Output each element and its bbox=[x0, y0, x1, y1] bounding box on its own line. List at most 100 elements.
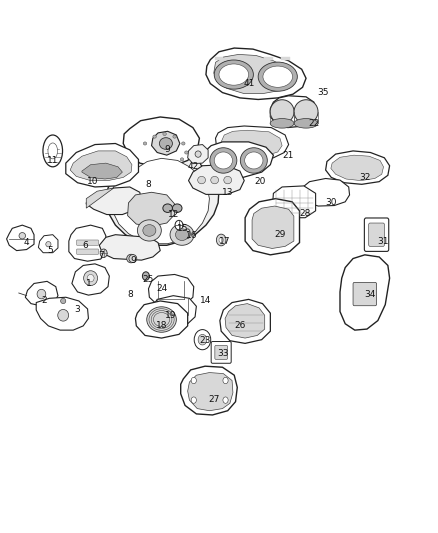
Text: 14: 14 bbox=[200, 296, 212, 305]
Ellipse shape bbox=[185, 151, 188, 154]
Ellipse shape bbox=[219, 64, 249, 85]
Text: 41: 41 bbox=[244, 79, 255, 88]
Ellipse shape bbox=[214, 60, 253, 89]
Text: 35: 35 bbox=[318, 88, 329, 97]
Polygon shape bbox=[148, 274, 194, 306]
Polygon shape bbox=[187, 144, 208, 164]
Polygon shape bbox=[231, 57, 240, 60]
Polygon shape bbox=[7, 225, 34, 251]
Text: 32: 32 bbox=[359, 173, 371, 182]
FancyBboxPatch shape bbox=[369, 223, 385, 246]
Ellipse shape bbox=[182, 142, 185, 145]
Text: 5: 5 bbox=[47, 246, 53, 255]
Polygon shape bbox=[281, 57, 290, 60]
Polygon shape bbox=[66, 143, 138, 187]
Text: 11: 11 bbox=[47, 156, 59, 165]
Ellipse shape bbox=[143, 224, 156, 236]
Polygon shape bbox=[340, 255, 390, 330]
Ellipse shape bbox=[48, 143, 57, 159]
Text: 18: 18 bbox=[156, 321, 167, 330]
Polygon shape bbox=[220, 300, 270, 343]
Polygon shape bbox=[215, 57, 223, 60]
Text: 8: 8 bbox=[127, 289, 133, 298]
Polygon shape bbox=[187, 373, 233, 411]
FancyBboxPatch shape bbox=[215, 345, 227, 359]
Polygon shape bbox=[331, 155, 384, 181]
Polygon shape bbox=[152, 131, 180, 155]
Ellipse shape bbox=[142, 272, 149, 280]
Ellipse shape bbox=[219, 237, 223, 243]
Text: 21: 21 bbox=[282, 151, 293, 160]
FancyBboxPatch shape bbox=[77, 249, 99, 254]
Text: 33: 33 bbox=[218, 350, 229, 359]
Ellipse shape bbox=[240, 148, 267, 173]
FancyBboxPatch shape bbox=[77, 240, 99, 245]
Ellipse shape bbox=[87, 274, 94, 282]
Text: 26: 26 bbox=[234, 321, 246, 330]
Text: 24: 24 bbox=[156, 284, 167, 293]
Polygon shape bbox=[127, 192, 175, 226]
Polygon shape bbox=[214, 54, 292, 94]
Ellipse shape bbox=[270, 118, 294, 128]
Text: 10: 10 bbox=[87, 177, 99, 186]
Text: 2: 2 bbox=[41, 296, 47, 305]
Ellipse shape bbox=[163, 204, 173, 213]
Ellipse shape bbox=[185, 229, 190, 238]
Text: 31: 31 bbox=[378, 237, 389, 246]
Polygon shape bbox=[135, 301, 187, 338]
Ellipse shape bbox=[159, 138, 173, 149]
Ellipse shape bbox=[46, 241, 51, 247]
Text: 23: 23 bbox=[199, 336, 211, 345]
Polygon shape bbox=[298, 179, 350, 206]
Ellipse shape bbox=[216, 234, 226, 246]
Ellipse shape bbox=[210, 148, 237, 173]
Text: 7: 7 bbox=[98, 252, 103, 261]
Ellipse shape bbox=[176, 229, 188, 240]
Polygon shape bbox=[70, 151, 132, 181]
Text: 16: 16 bbox=[186, 231, 198, 240]
Polygon shape bbox=[69, 225, 106, 261]
Polygon shape bbox=[252, 206, 294, 248]
Text: 9: 9 bbox=[130, 256, 136, 265]
Text: 29: 29 bbox=[274, 230, 286, 239]
Ellipse shape bbox=[129, 255, 137, 263]
Ellipse shape bbox=[194, 329, 211, 350]
Ellipse shape bbox=[198, 176, 205, 184]
Text: 19: 19 bbox=[165, 311, 176, 320]
Ellipse shape bbox=[180, 158, 184, 161]
Ellipse shape bbox=[211, 176, 219, 184]
Text: 13: 13 bbox=[222, 188, 233, 197]
Polygon shape bbox=[39, 235, 58, 253]
Polygon shape bbox=[325, 151, 390, 184]
Ellipse shape bbox=[214, 152, 233, 169]
Ellipse shape bbox=[84, 271, 98, 286]
Polygon shape bbox=[225, 304, 265, 338]
Polygon shape bbox=[245, 199, 300, 255]
Polygon shape bbox=[201, 142, 273, 177]
Polygon shape bbox=[188, 165, 244, 195]
Ellipse shape bbox=[173, 204, 182, 213]
Ellipse shape bbox=[224, 176, 232, 184]
Ellipse shape bbox=[170, 224, 194, 245]
Text: 17: 17 bbox=[219, 237, 230, 246]
Text: 34: 34 bbox=[365, 289, 376, 298]
Ellipse shape bbox=[58, 310, 69, 321]
Ellipse shape bbox=[100, 249, 107, 257]
Text: 42: 42 bbox=[187, 163, 198, 171]
Ellipse shape bbox=[245, 152, 263, 169]
Polygon shape bbox=[82, 163, 122, 179]
Polygon shape bbox=[25, 281, 58, 306]
Polygon shape bbox=[150, 296, 196, 326]
FancyBboxPatch shape bbox=[364, 218, 389, 252]
Polygon shape bbox=[215, 126, 289, 160]
Polygon shape bbox=[36, 297, 88, 330]
FancyBboxPatch shape bbox=[165, 205, 180, 212]
Text: 28: 28 bbox=[300, 209, 311, 218]
Ellipse shape bbox=[195, 151, 201, 157]
Ellipse shape bbox=[173, 135, 177, 138]
Polygon shape bbox=[264, 57, 273, 60]
Polygon shape bbox=[99, 235, 160, 260]
Polygon shape bbox=[107, 149, 219, 245]
Ellipse shape bbox=[191, 377, 196, 384]
Polygon shape bbox=[248, 57, 256, 60]
